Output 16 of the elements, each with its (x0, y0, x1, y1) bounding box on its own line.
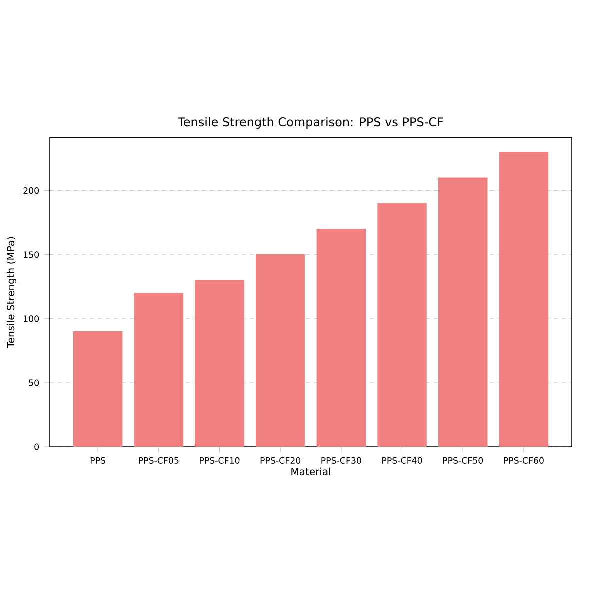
x-tick-label: PPS-CF20 (260, 457, 301, 464)
y-axis-title: Tensile Strength (MPa) (6, 237, 17, 348)
chart-title: Tensile Strength Comparison: PPS vs PPS-CF (178, 117, 444, 129)
x-tick-label: PPS-CF50 (443, 457, 484, 464)
y-tick-label: 150 (24, 252, 40, 258)
y-tick-label: 50 (29, 380, 40, 386)
y-tick-label: 200 (24, 188, 40, 194)
y-tick-label: 0 (34, 444, 40, 450)
x-tick-label: PPS-CF10 (200, 457, 240, 464)
x-tick-label: PPS-CF30 (322, 457, 362, 464)
y-tick-label: 100 (24, 316, 40, 322)
x-tick-label: PPS-CF40 (382, 457, 422, 464)
x-tick-label: PPS-CF60 (504, 457, 544, 464)
x-tick-label: PPS-CF05 (139, 457, 179, 464)
x-tick-label: PPS (90, 457, 106, 464)
x-axis-title: Material (292, 468, 330, 476)
